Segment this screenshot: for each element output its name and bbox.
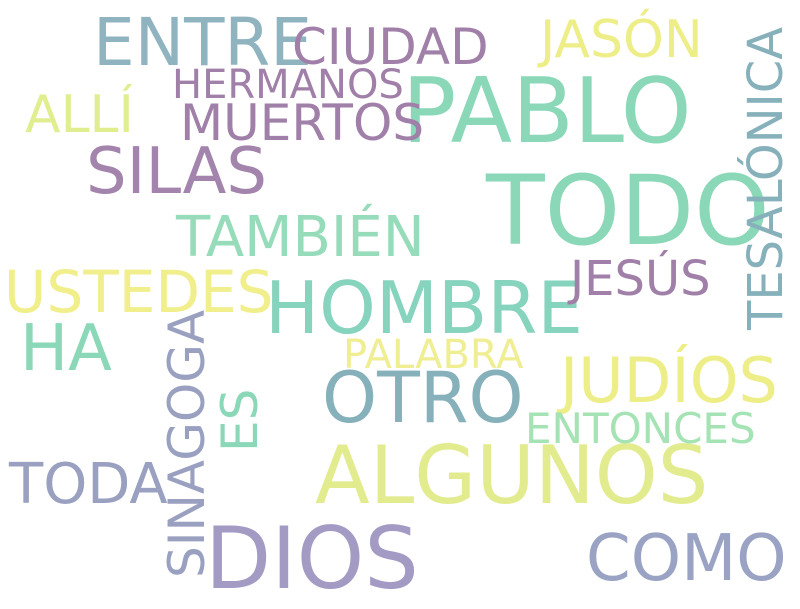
word-ciudad: CIUDAD <box>292 18 489 76</box>
word-algunos: ALGUNOS <box>315 429 709 522</box>
word-entre: ENTRE <box>93 4 312 81</box>
word-todo: TODO <box>486 155 770 267</box>
word-tesalonica: TESALÓNICA <box>738 26 794 330</box>
word-como: COMO <box>586 522 787 596</box>
word-sinagoga: SINAGOGA <box>158 309 216 578</box>
word-ha: HA <box>20 312 112 386</box>
word-jason: JASÓN <box>540 10 703 70</box>
word-pablo: PABLO <box>402 59 692 164</box>
word-silas: SILAS <box>86 135 268 209</box>
word-ustedes: USTEDES <box>4 258 274 326</box>
word-hombre: HOMBRE <box>265 266 583 350</box>
word-tambien: TAMBIÉN <box>176 205 425 270</box>
word-toda: TODA <box>9 452 168 517</box>
word-hermanos: HERMANOS <box>172 62 404 108</box>
word-judios: JUDÍOS <box>560 344 778 417</box>
word-alli: ALLÍ <box>25 85 134 145</box>
word-otro: OTRO <box>322 357 524 439</box>
word-muertos: MUERTOS <box>180 94 425 152</box>
word-dios: DIOS <box>205 509 419 609</box>
word-palabra: PALABRA <box>343 332 524 378</box>
word-jesus: JESÚS <box>570 251 711 307</box>
word-es: ES <box>211 388 269 452</box>
word-entonces: ENTONCES <box>525 404 756 453</box>
